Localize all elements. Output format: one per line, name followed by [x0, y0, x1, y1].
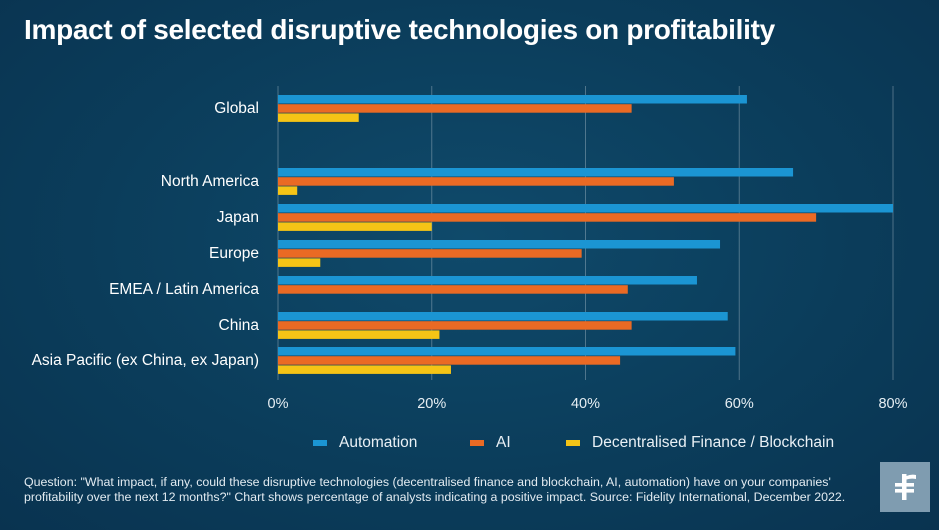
legend: Automation AI Decentralised Finance / Bl…: [0, 434, 939, 456]
bar-ai-global: [278, 104, 632, 113]
chart-title: Impact of selected disruptive technologi…: [24, 14, 775, 45]
legend-label-automation: Automation: [339, 434, 418, 451]
x-tick-label: 40%: [571, 396, 600, 412]
bar-automation-global: [278, 95, 747, 104]
bar-decentralised-finance-blockchain-europe: [278, 258, 321, 267]
bar-ai-japan: [278, 213, 817, 222]
bar-ai-north-america: [278, 177, 674, 186]
x-tick-label: 80%: [878, 396, 907, 412]
footnote: Question: "What impact, if any, could th…: [24, 475, 846, 504]
bar-decentralised-finance-blockchain-north-america: [278, 186, 298, 195]
x-tick-label: 0%: [268, 396, 289, 412]
category-label: EMEA / Latin America: [109, 281, 259, 298]
legend-swatch-ai: [470, 440, 484, 446]
bar-decentralised-finance-blockchain-japan: [278, 222, 432, 231]
category-label: Asia Pacific (ex China, ex Japan): [32, 352, 259, 369]
bar-automation-china: [278, 312, 728, 321]
legend-label-ai: AI: [496, 434, 511, 451]
category-label: China: [219, 317, 260, 334]
bar-ai-europe: [278, 249, 582, 258]
bar-ai-asia-pacific-ex-china-ex-japan: [278, 356, 621, 365]
bars: [278, 95, 893, 374]
x-tick-label: 20%: [417, 396, 446, 412]
bar-chart: Global North America Japan Europe EMEA / Lat…: [32, 95, 908, 412]
bar-automation-emea-latin-america: [278, 276, 697, 285]
category-label: Japan: [217, 209, 259, 226]
bar-decentralised-finance-blockchain-china: [278, 330, 440, 339]
bar-decentralised-finance-blockchain-asia-pacific-ex-china-ex-japan: [278, 365, 451, 374]
x-tick-label: 60%: [725, 396, 754, 412]
fidelity-logo-icon: [880, 462, 930, 512]
x-tick-labels: 0% 20% 40% 60% 80%: [268, 396, 908, 412]
legend-swatch-blockchain: [566, 440, 580, 446]
bar-ai-emea-latin-america: [278, 285, 628, 294]
bar-automation-north-america: [278, 168, 794, 177]
legend-label-blockchain: Decentralised Finance / Blockchain: [592, 434, 835, 451]
bar-automation-europe: [278, 240, 721, 249]
legend-item-automation: Automation: [313, 434, 417, 452]
bar-automation-asia-pacific-ex-china-ex-japan: [278, 347, 736, 356]
legend-item-ai: AI: [470, 434, 511, 452]
bar-decentralised-finance-blockchain-global: [278, 113, 359, 122]
category-label: Global: [214, 100, 259, 117]
bar-ai-china: [278, 321, 632, 330]
bar-automation-japan: [278, 204, 893, 213]
category-label: Europe: [209, 245, 259, 262]
category-label: North America: [161, 173, 260, 190]
legend-swatch-automation: [313, 440, 327, 446]
legend-item-blockchain: Decentralised Finance / Blockchain: [566, 434, 834, 452]
category-labels: Global North America Japan Europe EMEA / Lat…: [32, 100, 260, 369]
